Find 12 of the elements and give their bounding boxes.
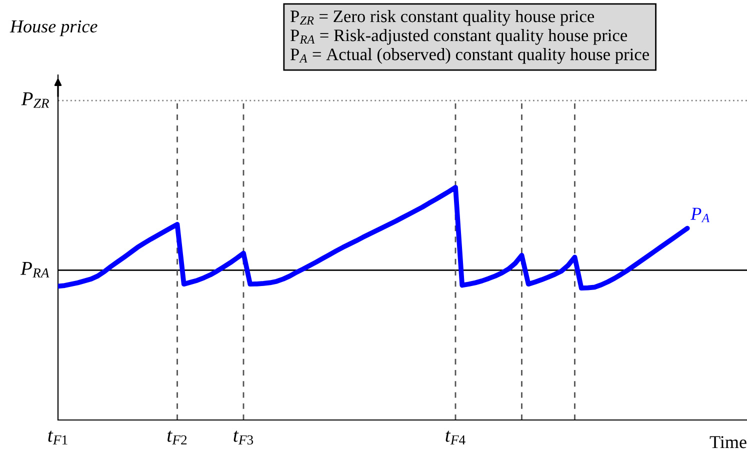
text: P$_{RA}$ = Risk-adjusted constant quality house price [290,29,628,45]
x-tick-label: t$_{F2}$ [168,430,187,444]
x-tick-label: t$_{F4}$ [446,430,466,444]
text: P$_{ZR}$ = Zero risk constant quality house price [290,10,594,26]
x-tick-label: t$_{F1}$ [48,430,68,444]
ref-line-label: P$_{ZR}$ [21,92,50,108]
x-tick-label: t$_{F3}$ [234,430,254,444]
series-label: P$_{A}$ [690,208,710,222]
text: P$_{A}$ = Actual (observed) constant quality house price [290,48,649,64]
ref-line-label: P$_{RA}$ [20,262,50,278]
x-axis-title: Time [710,436,746,448]
text: House price [10,20,98,36]
